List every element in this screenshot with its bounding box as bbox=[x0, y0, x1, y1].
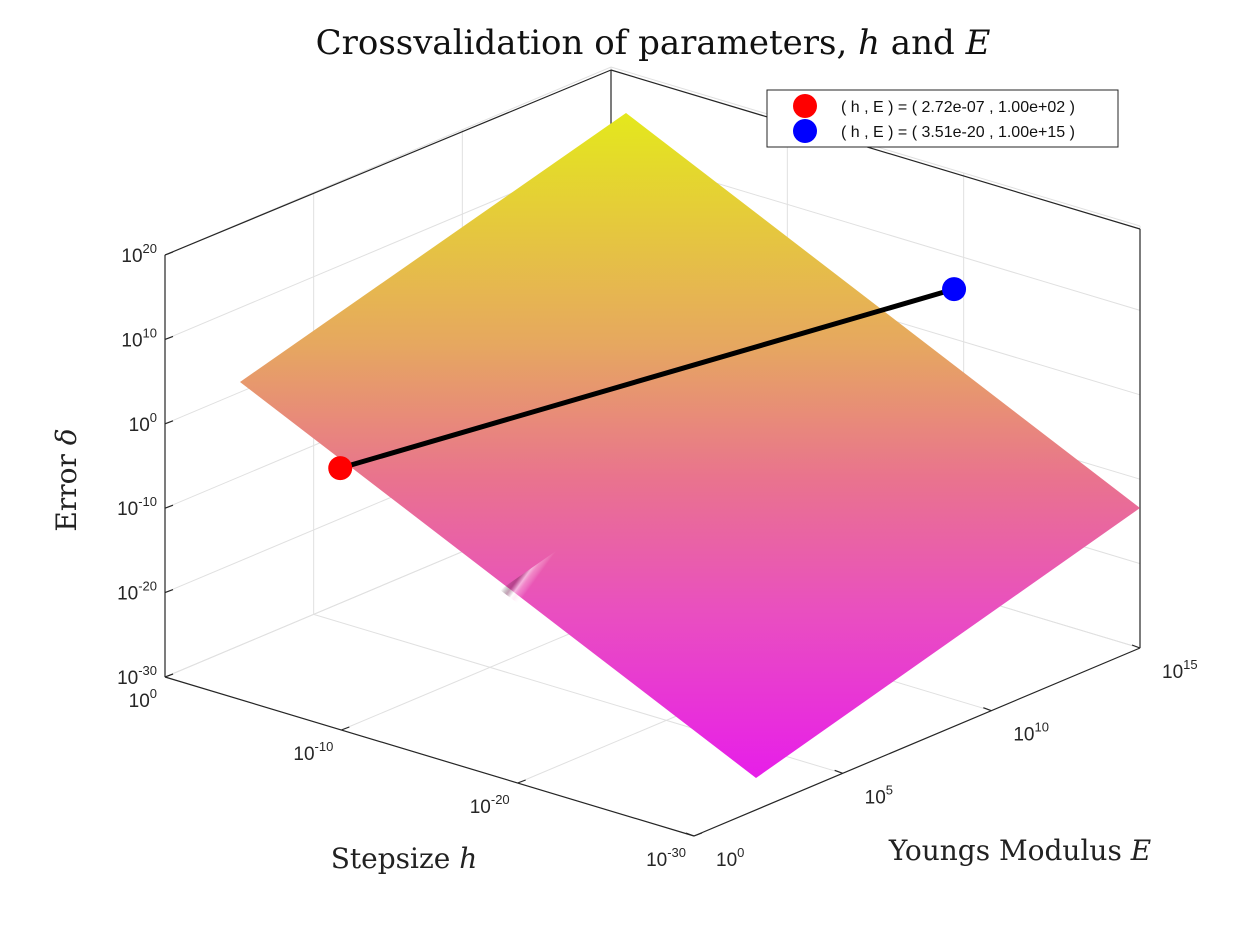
E-tick-mark bbox=[834, 769, 843, 774]
z-tick-label: 10-20 bbox=[117, 579, 157, 605]
h-axis-line bbox=[164, 676, 695, 837]
z-axis-label: Error δ bbox=[50, 428, 83, 531]
E-tick-label: 1010 bbox=[1013, 720, 1049, 746]
y-axis-label: Youngs Modulus E bbox=[888, 834, 1151, 867]
error-surface bbox=[240, 113, 1140, 778]
h-tick-mark bbox=[693, 832, 703, 837]
z-tick-mark bbox=[164, 589, 174, 594]
connecting-line bbox=[337, 286, 957, 471]
h-tick-label: 10-30 bbox=[646, 845, 686, 871]
h-tick-label: 10-20 bbox=[470, 792, 510, 818]
E-tick-mark bbox=[983, 707, 992, 712]
marker-point-2 bbox=[942, 277, 967, 302]
z-tick-mark bbox=[164, 251, 174, 256]
z-tick-label: 100 bbox=[129, 410, 157, 436]
legend-marker-1 bbox=[793, 94, 817, 118]
x-axis-label: Stepsize h bbox=[331, 842, 478, 875]
legend-entry-1: ( h , E ) = ( 2.72e-07 , 1.00e+02 ) bbox=[841, 99, 1075, 116]
box-edge-top-left bbox=[164, 69, 612, 256]
error-minimum-band bbox=[500, 317, 912, 605]
chart-title: Crossvalidation of parameters, h and E bbox=[316, 23, 991, 63]
legend-entry-2: ( h , E ) = ( 3.51e-20 , 1.00e+15 ) bbox=[841, 124, 1075, 141]
E-axis-line bbox=[693, 647, 1141, 837]
z-tick-mark bbox=[164, 420, 174, 425]
legend-box bbox=[766, 89, 1119, 148]
z-tick-label: 10-30 bbox=[117, 663, 157, 689]
E-tick-mark bbox=[685, 832, 695, 837]
E-tick-label: 1015 bbox=[1162, 657, 1198, 683]
h-tick-label: 10-10 bbox=[293, 739, 333, 765]
tick-group: 10-30 10-20 10-10 100 1010 1020 100 10-10 10-20 1… bbox=[117, 241, 1198, 871]
box-edge-top-right bbox=[610, 69, 1141, 230]
E-tick-label: 105 bbox=[865, 782, 893, 808]
E-tick-label: 100 bbox=[716, 845, 744, 871]
h-tick-mark bbox=[517, 779, 526, 784]
legend-marker-2 bbox=[793, 119, 817, 143]
z-tick-label: 1020 bbox=[121, 241, 157, 267]
z-tick-mark bbox=[164, 335, 174, 340]
marker-point-1 bbox=[328, 456, 353, 481]
legend: ( h , E ) = ( 2.72e-07 , 1.00e+02 ) ( h … bbox=[766, 89, 1119, 148]
h-tick-label: 100 bbox=[129, 686, 157, 712]
z-tick-label: 10-10 bbox=[117, 494, 157, 520]
h-tick-mark bbox=[164, 673, 174, 678]
h-tick-mark bbox=[341, 726, 350, 731]
E-tick-mark bbox=[1131, 644, 1141, 649]
z-tick-label: 1010 bbox=[121, 325, 157, 351]
z-tick-mark bbox=[164, 504, 174, 509]
